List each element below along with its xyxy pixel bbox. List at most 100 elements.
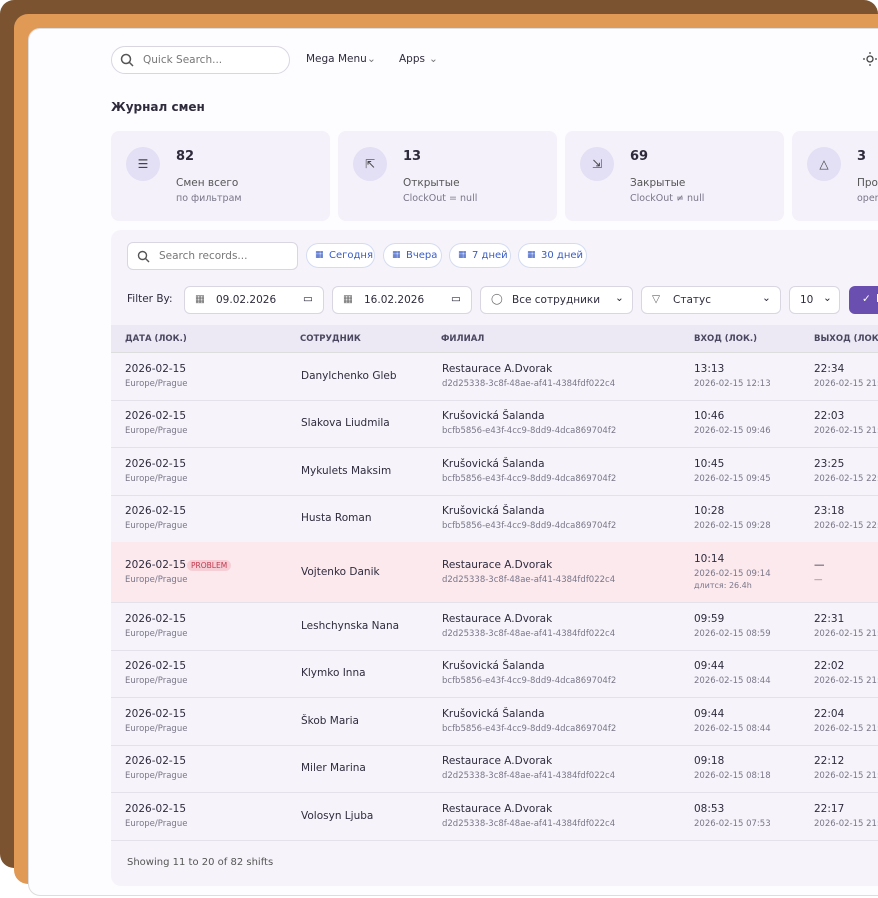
- chip-icon: ▦: [527, 250, 536, 260]
- timezone: Europe/Prague: [125, 628, 188, 639]
- stat-card: ⇲ 69 Закрытые ClockOut ≠ null: [565, 131, 784, 221]
- table-row: 2026-02-15 Europe/Prague Mykulets Maksim Kr…: [111, 447, 878, 496]
- clock-in: 10:46: [694, 410, 725, 423]
- stat-card: △ 3 Проб open: [792, 131, 878, 221]
- stat-card: ⇱ 13 Открытые ClockOut = null: [338, 131, 557, 221]
- quick-filter-chip[interactable]: 30 дней ▦: [518, 243, 587, 268]
- clock-out-full: 2026-02-15 22:1: [814, 521, 878, 532]
- date: 2026-02-15: [125, 457, 187, 470]
- employee: Mykulets Maksim: [301, 464, 392, 477]
- timezone: Europe/Prague: [125, 676, 188, 687]
- theme-toggle[interactable]: [863, 52, 877, 66]
- timezone: Europe/Prague: [125, 521, 188, 532]
- stat-icon: ⇲: [580, 147, 614, 181]
- clock-out: 22:17: [814, 802, 845, 815]
- timezone: Europe/Prague: [125, 426, 188, 437]
- records-search[interactable]: Search records...: [127, 242, 298, 270]
- employee: Miler Marina: [301, 762, 366, 775]
- branch-id: bcfb5856-e43f-4cc9-8dd9-4dca869704f2: [442, 676, 617, 687]
- quick-search[interactable]: Quick Search...: [111, 46, 290, 74]
- date: 2026-02-15: [125, 660, 187, 673]
- table-row: 2026-02-15 Europe/Prague Klymko Inna Krušov…: [111, 650, 878, 698]
- employee: Husta Roman: [301, 512, 372, 525]
- branch-id: d2d25338-3c8f-48ae-af41-4384fdf022c4: [442, 575, 616, 585]
- clock-out-full: 2026-02-15 21:3: [814, 628, 878, 639]
- clock-in: 09:44: [694, 707, 725, 720]
- stat-sub: ClockOut = null: [403, 193, 478, 204]
- clock-in-full: 2026-02-15 07:53: [694, 818, 771, 829]
- table-header: [111, 325, 878, 353]
- column-header: СОТРУДНИК: [300, 334, 361, 344]
- clock-in-full: 2026-02-15 08:44: [694, 723, 771, 734]
- clock-out: 22:04: [814, 707, 845, 720]
- quick-filter-chip[interactable]: Сегодня ▦: [306, 243, 375, 268]
- duration: длится: 26.4h: [694, 581, 752, 590]
- column-header: ФИЛИАЛ: [441, 334, 485, 344]
- clock-out: 23:25: [814, 457, 845, 470]
- clock-out-full: 2026-02-15 21:0: [814, 426, 878, 437]
- page-size[interactable]: 10 ⌄: [789, 286, 840, 314]
- date-value: 16.02.2026: [364, 294, 425, 306]
- branch: Krušovická Šalanda: [442, 505, 545, 518]
- branch: Restaurace A.Dvorak: [442, 755, 553, 768]
- menu-item[interactable]: Mega Menu: [306, 53, 367, 65]
- clock-out-full: 2026-02-15 21:1: [814, 771, 878, 782]
- clock-in: 10:45: [694, 457, 725, 470]
- stat-value: 13: [403, 149, 422, 164]
- stat-sub: по фильтрам: [176, 193, 242, 204]
- stat-value: 3: [857, 149, 867, 164]
- button-label: П: [876, 293, 878, 305]
- table-row: 2026-02-15 Europe/Prague Husta Roman Krušov…: [111, 495, 878, 543]
- stat-value: 82: [176, 149, 195, 164]
- branch: Restaurace A.Dvorak: [442, 612, 553, 625]
- apply-button[interactable]: ✓П: [849, 286, 878, 314]
- clock-in: 10:28: [694, 505, 725, 518]
- clock-out-full: 2026-02-15 21:0: [814, 723, 878, 734]
- clock-in-full: 2026-02-15 08:18: [694, 771, 771, 782]
- date: 2026-02-15: [125, 707, 187, 720]
- menu-item[interactable]: Apps: [399, 53, 425, 65]
- clock-out-full: 2026-02-15 22:2: [814, 473, 878, 484]
- chevron: ⌄: [367, 53, 376, 65]
- date-to[interactable]: ▦ 16.02.2026 ▭: [332, 286, 472, 314]
- clock-out: 22:02: [814, 660, 845, 673]
- date-value: 09.02.2026: [216, 294, 277, 306]
- chip-icon: ▦: [392, 250, 401, 260]
- search-placeholder: Search records...: [159, 250, 248, 262]
- employee-select[interactable]: ◯ Все сотрудники ⌄: [480, 286, 633, 314]
- date: 2026-02-15: [125, 559, 187, 571]
- chip-icon: ▦: [315, 250, 324, 260]
- employee: Leshchynska Nana: [301, 619, 400, 632]
- date: 2026-02-15: [125, 505, 187, 518]
- stat-label: Проб: [857, 177, 878, 189]
- table-row: 2026-02-15 Europe/Prague Slakova Liudmila K…: [111, 400, 878, 448]
- table-row: 2026-02-15 Europe/Prague Leshchynska Nana R…: [111, 602, 878, 651]
- branch: Krušovická Šalanda: [442, 707, 545, 720]
- employee: Vojtenko Danik: [301, 566, 380, 578]
- clock-out: 22:31: [814, 612, 845, 625]
- stat-label: Открытые: [403, 177, 460, 189]
- clock-out-full: 2026-02-15 21:1: [814, 818, 878, 829]
- date-from[interactable]: ▦ 09.02.2026 ▭: [184, 286, 324, 314]
- timezone: Europe/Prague: [125, 473, 188, 484]
- date: 2026-02-15: [125, 362, 187, 375]
- branch-id: bcfb5856-e43f-4cc9-8dd9-4dca869704f2: [442, 521, 617, 532]
- stat-icon: △: [807, 147, 841, 181]
- timezone: Europe/Prague: [125, 818, 188, 829]
- timezone: Europe/Prague: [125, 378, 188, 389]
- stat-label: Смен всего: [176, 177, 239, 189]
- stat-sub: ClockOut ≠ null: [630, 193, 705, 204]
- branch-id: bcfb5856-e43f-4cc9-8dd9-4dca869704f2: [442, 473, 617, 484]
- select-value: 10: [800, 294, 814, 306]
- column-header: ДАТА (ЛОК.): [125, 334, 187, 344]
- branch: Restaurace A.Dvorak: [442, 802, 553, 815]
- clock-in-full: 2026-02-15 09:45: [694, 473, 771, 484]
- search-placeholder: Quick Search...: [143, 54, 223, 66]
- quick-filter-chip[interactable]: Вчера ▦: [383, 243, 442, 268]
- quick-filter-chip[interactable]: 7 дней ▦: [449, 243, 511, 268]
- branch-id: d2d25338-3c8f-48ae-af41-4384fdf022c4: [442, 771, 616, 782]
- search-icon: [137, 250, 150, 263]
- timezone: Europe/Prague: [125, 723, 188, 734]
- clock-in: 10:14: [694, 553, 725, 565]
- status-select[interactable]: ▽ Статус ⌄: [641, 286, 781, 314]
